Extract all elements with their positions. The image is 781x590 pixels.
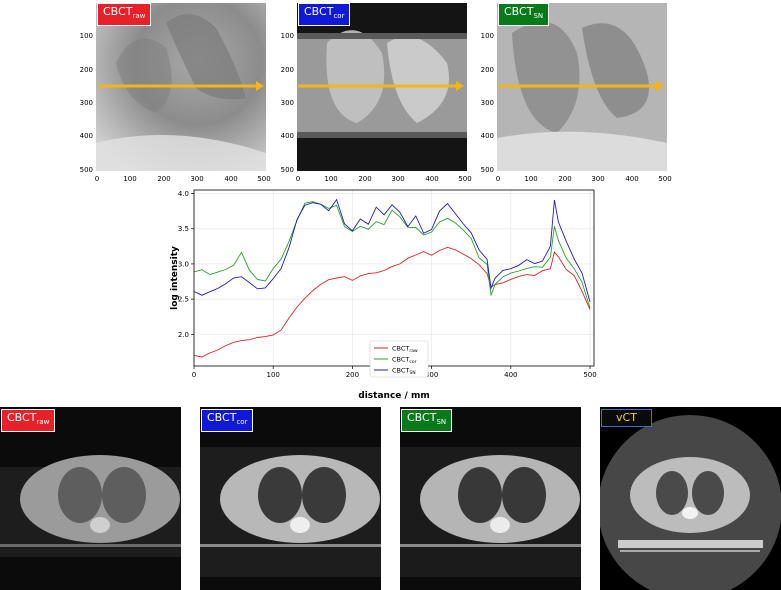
- y-tick-label: 2.0: [178, 331, 189, 339]
- ct-slice-raw: [0, 407, 181, 590]
- label-cor: CBCTcor: [298, 3, 351, 27]
- raw-x-tick: 300: [190, 175, 203, 183]
- x-tick-label: 100: [267, 371, 280, 379]
- raw-y-tick: 300: [80, 99, 93, 107]
- cor-x-tick: 100: [324, 175, 337, 183]
- bottom-label-vct: vCT: [601, 409, 652, 427]
- bottom-label-raw: CBCTraw: [1, 409, 56, 433]
- raw-x-axis: 0 100 200 300 400 500: [95, 175, 271, 183]
- ct-slice-sn: [400, 407, 581, 590]
- y-tick-label: 3.0: [178, 260, 189, 268]
- raw-y-axis: 100 200 300 400 500: [80, 32, 93, 174]
- cor-y-tick: 100: [281, 32, 294, 40]
- label-sn-sub: SN: [533, 12, 544, 21]
- radiograph-raw-axes: 100 200 300 400 500 0 100 200 300 400 50…: [80, 32, 271, 183]
- cor-x-tick: 0: [296, 175, 300, 183]
- ct-slice-raw-image: [0, 455, 181, 557]
- raw-x-tick: 200: [157, 175, 170, 183]
- series-line-raw: [193, 246, 591, 358]
- ct-slice-cor-image: [200, 447, 381, 577]
- ct-slice-sn-image: [400, 447, 581, 577]
- profile-arrows: [98, 81, 664, 91]
- sn-x-tick: 200: [558, 175, 571, 183]
- profile-arrow-head-raw: [256, 81, 264, 91]
- label-cor-main: CBCT: [304, 5, 334, 18]
- label-raw-main: CBCT: [103, 5, 133, 18]
- sn-x-tick: 300: [591, 175, 604, 183]
- radiograph-cor-axes: 100 200 300 400 500 0 100 200 300 400 50…: [281, 32, 472, 183]
- legend-label-cor: CBCTcor: [392, 356, 417, 366]
- profile-arrow-head-sn: [656, 81, 664, 91]
- chart-ticks: 0 100 200 300 400 500 2.0 2.5 3.0 3.5 4.0: [178, 190, 597, 379]
- x-tick-label: 500: [583, 371, 596, 379]
- label-cor-sub: cor: [333, 12, 345, 21]
- sn-x-tick: 500: [658, 175, 671, 183]
- bottom-label-sn: CBCTSN: [401, 409, 453, 433]
- legend-label-sn: CBCTSN: [392, 367, 416, 377]
- sn-y-tick: 200: [481, 66, 494, 74]
- sn-y-tick: 400: [481, 132, 494, 140]
- series-line-cor: [193, 201, 591, 309]
- raw-x-tick: 400: [224, 175, 237, 183]
- bottom-label-cor-main: CBCT: [207, 411, 237, 424]
- x-tick-label: 200: [346, 371, 359, 379]
- cor-y-tick: 400: [281, 132, 294, 140]
- y-tick-label: 2.5: [178, 296, 189, 304]
- label-sn-main: CBCT: [504, 5, 534, 18]
- raw-x-tick: 500: [257, 175, 270, 183]
- series-line-sn: [193, 198, 591, 303]
- bottom-label-raw-main: CBCT: [7, 411, 37, 424]
- sn-y-tick: 100: [481, 32, 494, 40]
- sn-y-tick: 500: [481, 166, 494, 174]
- bottom-label-cor-sub: cor: [236, 418, 248, 427]
- cor-y-tick: 300: [281, 99, 294, 107]
- label-sn: CBCTSN: [498, 3, 550, 27]
- y-axis-title: log intensity: [170, 246, 180, 310]
- legend-box: [369, 340, 429, 378]
- raw-y-tick: 400: [80, 132, 93, 140]
- cor-x-tick: 200: [358, 175, 371, 183]
- profile-chart: 0 100 200 300 400 500 2.0 2.5 3.0 3.5 4.0 distance…: [170, 189, 597, 401]
- ct-slice-cor: [200, 407, 381, 590]
- ct-slice-vct: [600, 407, 781, 590]
- bottom-label-raw-sub: raw: [36, 418, 50, 427]
- x-axis-title: distance / mm: [358, 391, 429, 401]
- cor-x-tick: 500: [458, 175, 471, 183]
- cor-x-tick: 400: [425, 175, 438, 183]
- cor-y-tick: 200: [281, 66, 294, 74]
- x-tick-label: 0: [192, 371, 196, 379]
- profile-arrow-head-cor: [456, 81, 464, 91]
- raw-y-tick: 100: [80, 32, 93, 40]
- ct-slice-vct-image: [600, 415, 781, 590]
- y-tick-label: 4.0: [178, 190, 189, 198]
- chart-lines: [193, 198, 591, 358]
- sn-x-tick: 100: [524, 175, 537, 183]
- raw-x-tick: 0: [95, 175, 99, 183]
- raw-y-tick: 500: [80, 166, 93, 174]
- chart-legend: CBCTraw CBCTcor CBCTSN: [369, 340, 429, 378]
- label-raw: CBCTraw: [97, 3, 152, 27]
- bottom-label-vct-main: vCT: [616, 411, 637, 424]
- chart-grid: [193, 190, 594, 366]
- bottom-label-sn-main: CBCT: [407, 411, 437, 424]
- y-tick-label: 3.5: [178, 225, 189, 233]
- sn-x-tick: 0: [496, 175, 500, 183]
- x-tick-label: 400: [504, 371, 517, 379]
- chart-frame: [193, 189, 595, 367]
- x-tick-label: 300: [425, 371, 438, 379]
- sn-x-tick: 400: [625, 175, 638, 183]
- raw-x-tick: 100: [123, 175, 136, 183]
- bottom-label-cor: CBCTcor: [201, 409, 254, 433]
- label-raw-sub: raw: [132, 12, 146, 21]
- radiograph-sn-axes: 100 200 300 400 500 0 100 200 300 400 50…: [481, 32, 672, 183]
- raw-y-tick: 200: [80, 66, 93, 74]
- cor-x-tick: 300: [391, 175, 404, 183]
- sn-y-tick: 300: [481, 99, 494, 107]
- legend-label-raw: CBCTraw: [392, 345, 418, 355]
- bottom-label-sn-sub: SN: [436, 418, 447, 427]
- cor-y-tick: 500: [281, 166, 294, 174]
